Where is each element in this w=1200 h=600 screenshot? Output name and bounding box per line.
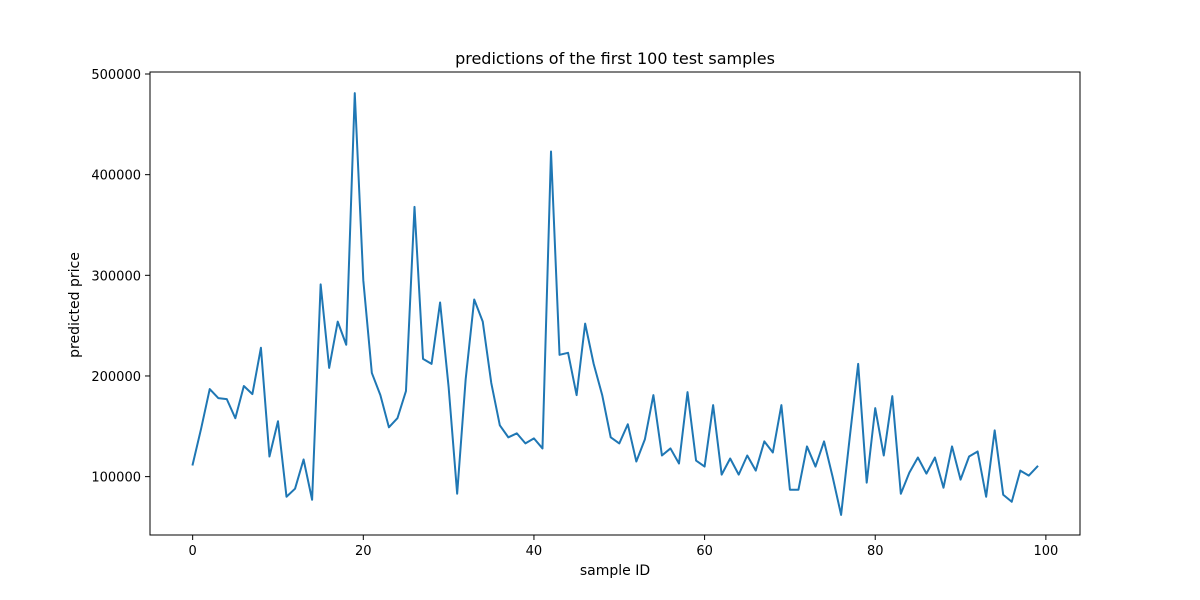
x-tick-label: 80 bbox=[867, 544, 884, 559]
y-tick-label: 400000 bbox=[91, 169, 141, 184]
y-tick-label: 500000 bbox=[91, 68, 141, 83]
x-tick-label: 20 bbox=[355, 544, 372, 559]
x-tick-label: 40 bbox=[526, 544, 543, 559]
plot-area: 0 20 40 60 80 100 100000 200000 300000 400000 5000… bbox=[91, 68, 1081, 559]
x-tick-label: 0 bbox=[189, 544, 197, 559]
plot-frame bbox=[149, 71, 1081, 536]
y-axis-label: predicted price bbox=[67, 252, 83, 358]
y-tick-label: 200000 bbox=[91, 370, 141, 385]
x-axis-label: sample ID bbox=[580, 563, 650, 579]
y-tick-label: 100000 bbox=[91, 471, 141, 486]
x-tick-label: 60 bbox=[696, 544, 713, 559]
x-tick-label: 100 bbox=[1033, 544, 1058, 559]
chart-title: predictions of the first 100 test sample… bbox=[455, 49, 775, 68]
data-series-line bbox=[191, 92, 1039, 516]
y-tick-label: 300000 bbox=[91, 269, 141, 284]
